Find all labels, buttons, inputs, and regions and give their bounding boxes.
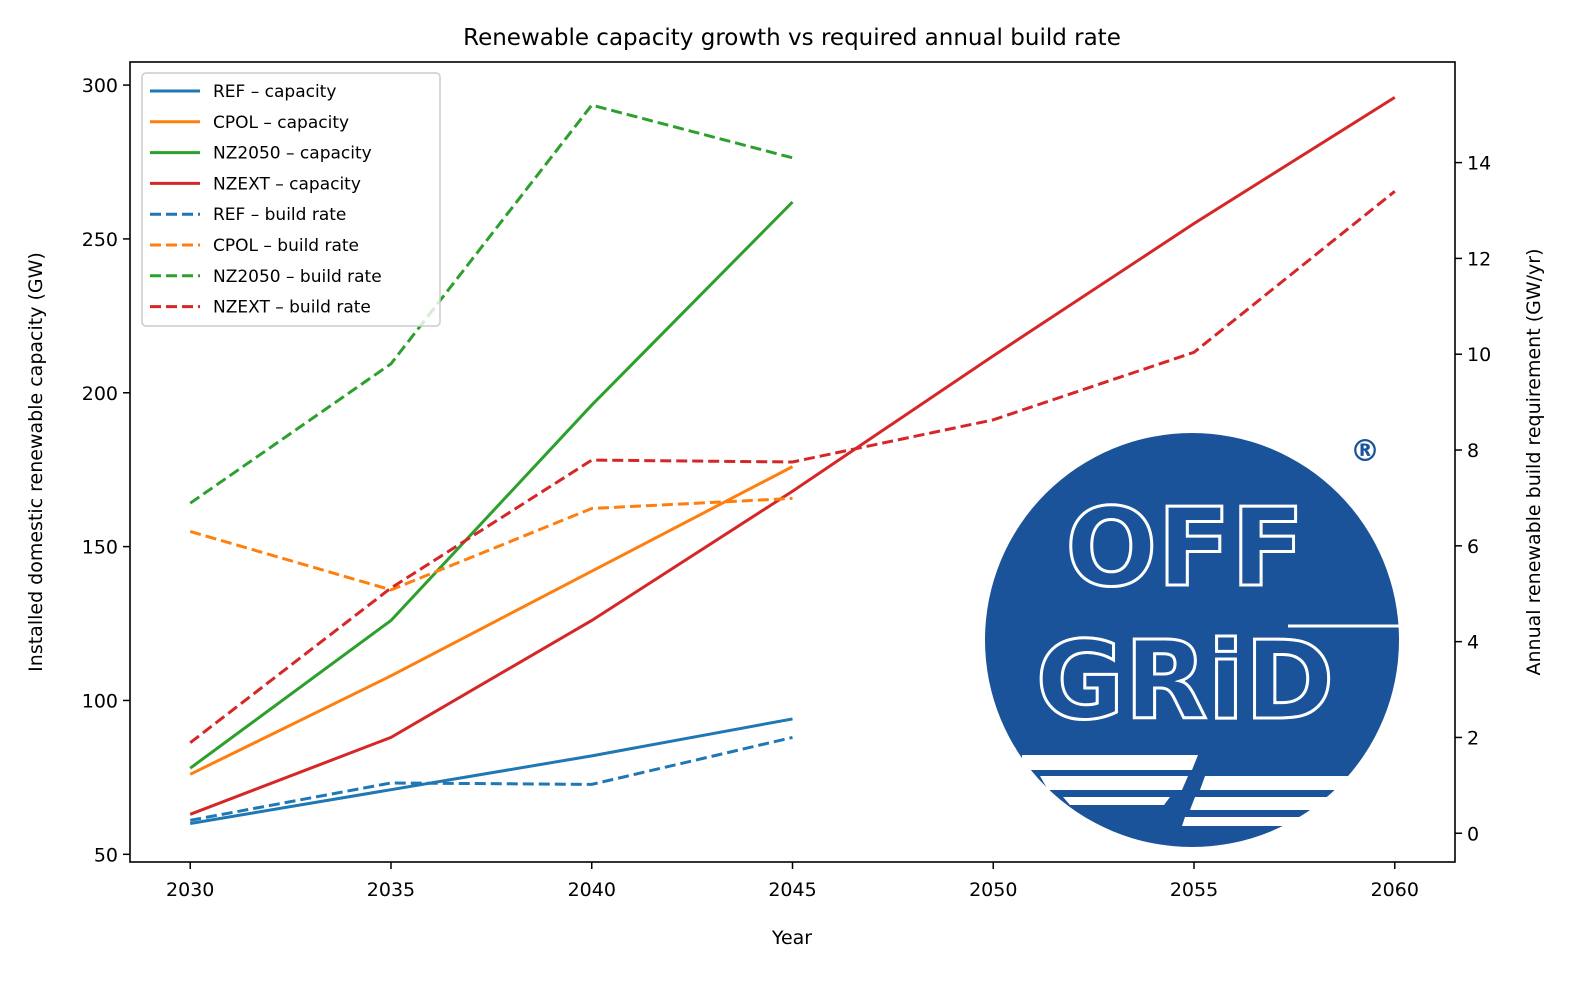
series-line-7 xyxy=(189,190,1396,744)
series-line-4 xyxy=(189,735,793,822)
chart-title: Renewable capacity growth vs required an… xyxy=(463,25,1121,51)
x-axis-label: Year xyxy=(771,927,812,949)
legend: REF – capacity CPOL – capacity NZ2050 – ca… xyxy=(141,72,441,327)
legend-label-6: NZ2050 – build rate xyxy=(213,267,382,287)
legend-label-0: REF – capacity xyxy=(213,82,336,102)
y-tick-label: 250 xyxy=(82,229,118,251)
logo-text-grid: GRiD xyxy=(1036,619,1334,744)
offgrid-logo: ® OFF GRiD xyxy=(985,433,1400,847)
series-line-0 xyxy=(189,717,793,826)
series-line-6 xyxy=(189,103,793,505)
y-tick-label: 100 xyxy=(82,690,118,712)
series-line-5 xyxy=(189,496,793,592)
x-tick-label: 2045 xyxy=(768,879,816,901)
y2-tick-label: 14 xyxy=(1467,153,1491,175)
legend-label-2: NZ2050 – capacity xyxy=(213,144,372,164)
legend-label-3: NZEXT – capacity xyxy=(213,174,361,194)
y2-tick-label: 10 xyxy=(1467,344,1491,366)
y2-tick-label: 6 xyxy=(1467,536,1479,558)
y-tick-label: 200 xyxy=(82,383,118,405)
legend-box xyxy=(141,72,441,327)
y-tick-label: 300 xyxy=(82,75,118,97)
x-tick-label: 2060 xyxy=(1371,879,1419,901)
x-tick-label: 2050 xyxy=(969,879,1017,901)
x-tick-label: 2030 xyxy=(166,879,214,901)
legend-label-5: CPOL – build rate xyxy=(213,236,359,256)
legend-label-1: CPOL – capacity xyxy=(213,113,349,133)
registered-mark: ® xyxy=(1350,434,1380,469)
x-tick-label: 2055 xyxy=(1170,879,1218,901)
legend-label-7: NZEXT – build rate xyxy=(213,298,371,318)
series-line-1 xyxy=(189,465,794,776)
series-line-3 xyxy=(189,96,1396,816)
y2-axis-label: Annual renewable build requirement (GW/y… xyxy=(1523,249,1545,676)
x-tick-label: 2040 xyxy=(568,879,616,901)
logo-text-off: OFF xyxy=(1065,486,1304,611)
y2-tick-label: 2 xyxy=(1467,727,1479,749)
y2-tick-label: 0 xyxy=(1467,823,1479,845)
y-tick-label: 150 xyxy=(82,537,118,559)
x-tick-label: 2035 xyxy=(367,879,415,901)
legend-label-4: REF – build rate xyxy=(213,205,346,225)
y2-tick-label: 8 xyxy=(1467,440,1479,462)
y-tick-label: 50 xyxy=(94,844,118,866)
y2-tick-label: 12 xyxy=(1467,248,1491,270)
y2-tick-label: 4 xyxy=(1467,632,1479,654)
series-line-2 xyxy=(189,200,794,770)
y-axis-label: Installed domestic renewable capacity (G… xyxy=(25,252,47,672)
